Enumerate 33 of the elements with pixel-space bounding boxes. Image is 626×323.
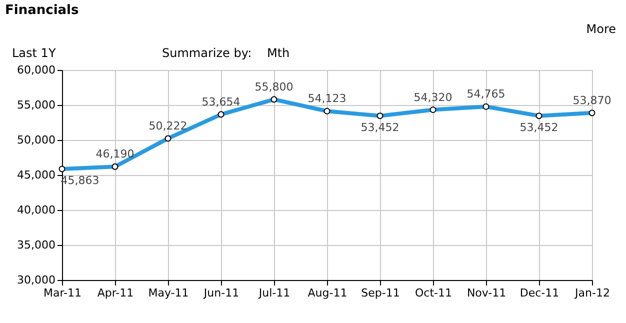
x-tick-label: Jun-11 (202, 286, 240, 300)
y-tick-label: 35,000 (17, 238, 56, 252)
text: More (586, 22, 616, 36)
x-tick-label: Mar-11 (43, 286, 82, 300)
y-tick-label: 30,000 (17, 274, 56, 286)
x-tick-label: Oct-11 (415, 286, 452, 300)
data-label: 53,452 (520, 120, 558, 134)
y-tick-label: 50,000 (17, 134, 56, 146)
data-label: 54,320 (414, 90, 452, 104)
text: Summarize by: (162, 46, 252, 60)
data-label: 53,870 (572, 94, 612, 107)
data-label: 53,452 (360, 120, 400, 134)
x-tick-label: Jul-11 (258, 286, 290, 300)
x-tick-label: Sep-11 (361, 286, 400, 300)
x-tick-label: Jan-12 (574, 286, 610, 300)
data-label: 54,123 (308, 92, 346, 106)
x-tick-label: Aug-11 (308, 286, 348, 300)
text: Last 1Y (12, 46, 56, 60)
data-label: 53,654 (202, 95, 240, 108)
x-tick-label: May-11 (148, 286, 189, 300)
data-label: 55,800 (254, 80, 294, 94)
x-tick-label: Dec-11 (520, 286, 560, 300)
y-tick-label: 45,000 (17, 168, 56, 182)
text: Mth (267, 46, 290, 60)
chart-title: Financials (5, 3, 80, 18)
data-label: 50,222 (148, 119, 188, 132)
y-tick-label: 55,000 (17, 98, 56, 112)
data-label: 54,765 (466, 88, 506, 101)
x-tick-label: Nov-11 (466, 286, 506, 300)
y-tick-label: 60,000 (17, 64, 56, 76)
x-tick-label: Apr-11 (97, 286, 134, 300)
y-tick-label: 40,000 (17, 204, 56, 216)
data-label: 46,190 (96, 148, 134, 161)
